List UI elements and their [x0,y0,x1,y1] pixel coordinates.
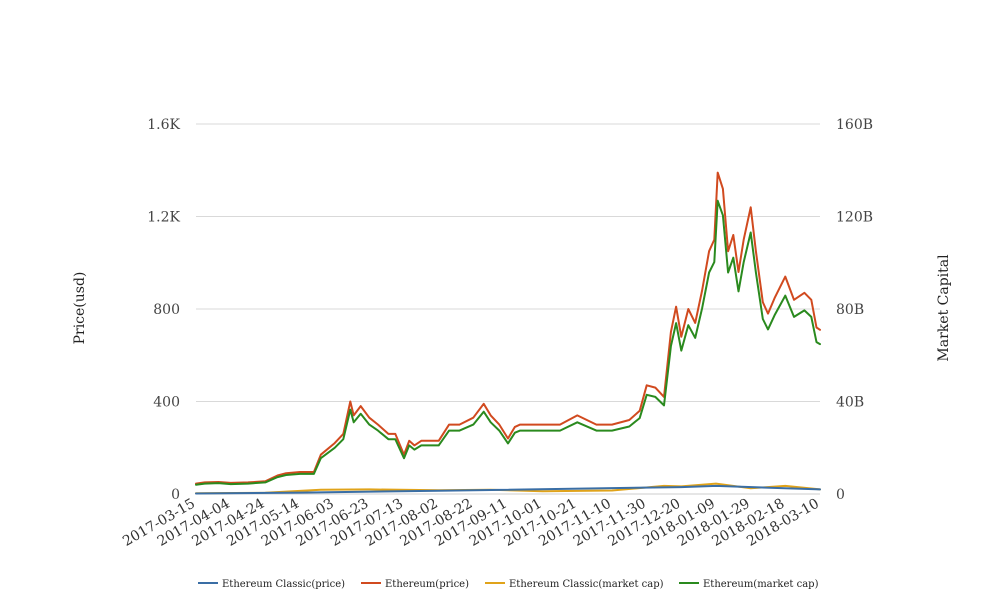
left-axis-ticks: 0 400 800 1.2K 1.6K [147,117,180,503]
right-axis-title: Market Capital [936,254,952,362]
y-left-tick-label: 1.6K [147,117,180,133]
series-line-0 [195,484,821,495]
legend-label: Ethereum(market cap) [703,579,819,590]
legend-label: Ethereum(price) [385,579,469,590]
y-left-tick-label: 800 [153,302,180,318]
gridlines [196,123,820,495]
series-line-3 [195,199,821,486]
y-right-tick-label: 120B [836,210,873,226]
series-line-1 [195,171,821,485]
y-left-tick-label: 0 [171,487,180,503]
y-right-tick-label: 80B [836,302,864,318]
x-axis-ticks: 2017-03-152017-04-042017-04-242017-05-14… [120,496,822,550]
y-left-tick-label: 1.2K [147,210,180,226]
legend-label: Ethereum Classic(market cap) [509,579,664,590]
y-right-tick-label: 160B [836,117,873,133]
y-right-tick-label: 40B [836,395,864,411]
y-left-tick-label: 400 [153,395,180,411]
series-lines [195,171,821,495]
y-right-tick-label: 0 [836,487,845,503]
left-axis-title: Price(usd) [72,272,88,345]
legend: Ethereum Classic(price) Ethereum(price) Et… [198,579,819,590]
legend-label: Ethereum Classic(price) [222,579,345,590]
right-axis-ticks: 0 40B 80B 120B 160B [836,117,873,503]
